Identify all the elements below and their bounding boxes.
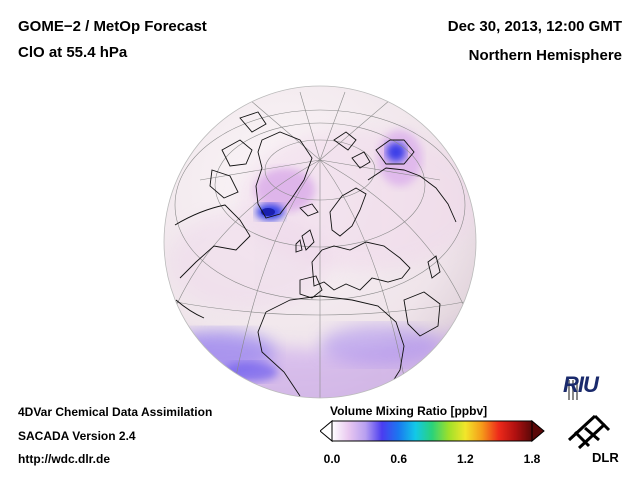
colorbar-low-arrow bbox=[320, 419, 333, 443]
colorbar-high-arrow bbox=[531, 419, 545, 443]
dlr-logo-icon bbox=[567, 414, 611, 450]
method-label: 4DVar Chemical Data Assimilation bbox=[18, 405, 213, 419]
riu-logo-stripes bbox=[568, 380, 578, 400]
clo-hotspot-siberia bbox=[386, 142, 406, 162]
colorbar-tick-label: 0.0 bbox=[323, 452, 341, 466]
colorbar bbox=[320, 419, 545, 443]
version-label: SACADA Version 2.4 bbox=[18, 429, 136, 443]
dlr-logo-text: DLR bbox=[592, 450, 619, 465]
url-link[interactable]: http://wdc.dlr.de bbox=[18, 452, 110, 466]
riu-logo: RIU bbox=[563, 372, 599, 397]
species-label: ClO at 55.4 hPa bbox=[18, 44, 128, 61]
region-label: Northern Hemisphere bbox=[468, 47, 622, 64]
colorbar-tick-label: 0.6 bbox=[390, 452, 407, 466]
colorbar-title: Volume Mixing Ratio [ppbv] bbox=[330, 404, 488, 418]
colorbar-tick-label: 1.8 bbox=[523, 452, 541, 466]
graticule bbox=[164, 91, 476, 398]
coastlines bbox=[174, 111, 457, 397]
forecast-datetime: Dec 30, 2013, 12:00 GMT bbox=[447, 18, 622, 35]
colorbar-gradient bbox=[331, 420, 533, 442]
product-title: GOME−2 / MetOp Forecast bbox=[18, 18, 207, 35]
colorbar-tick-label: 1.2 bbox=[456, 452, 474, 466]
